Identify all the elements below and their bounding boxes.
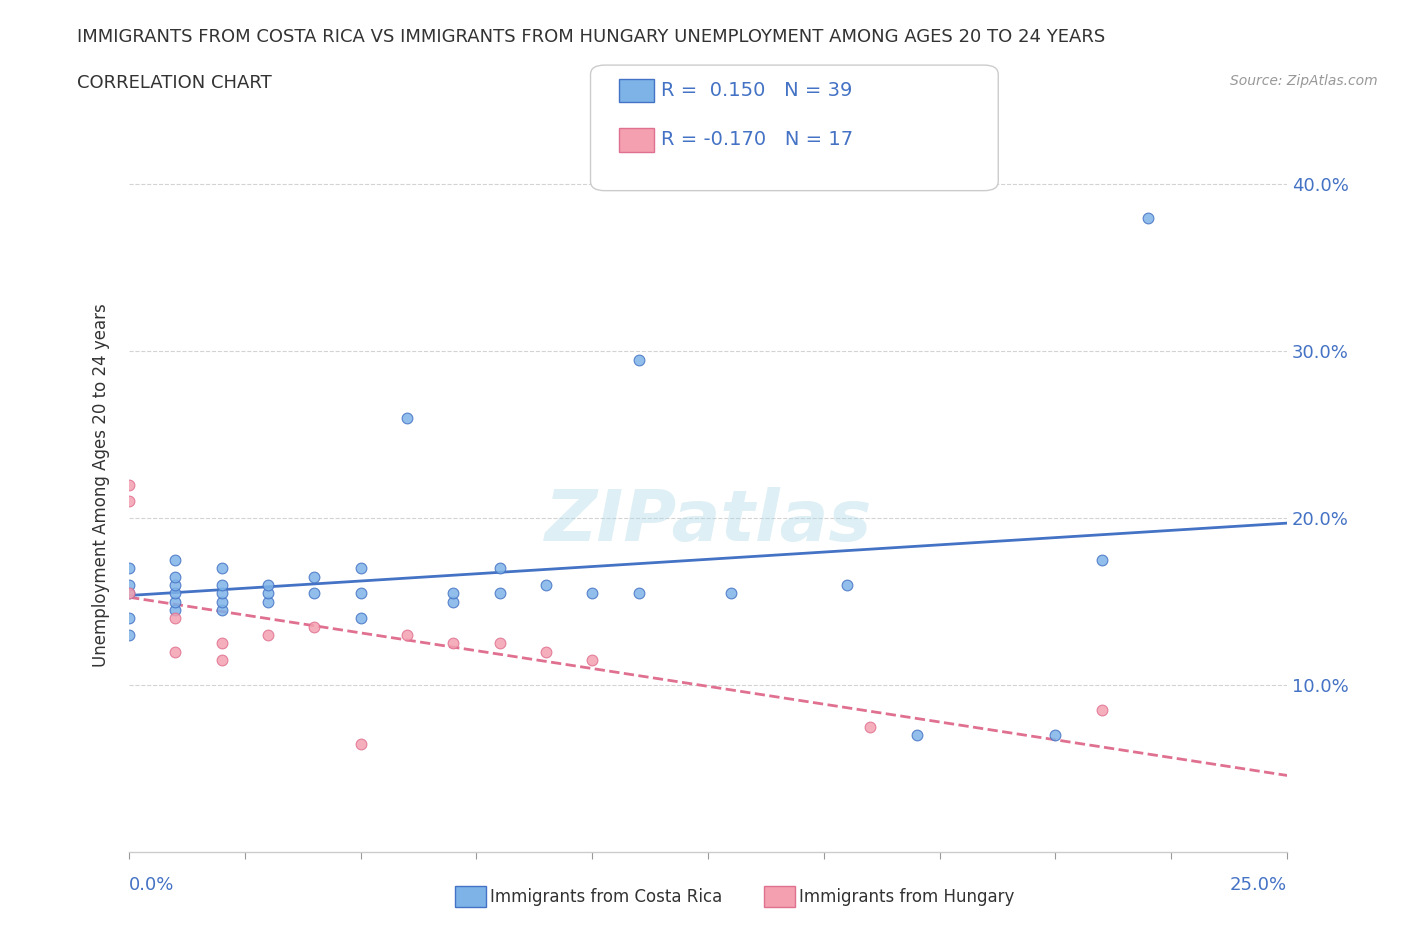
Point <box>118 628 141 643</box>
Point <box>488 586 510 601</box>
Text: Immigrants from Costa Rica: Immigrants from Costa Rica <box>491 887 723 906</box>
Point <box>165 611 187 626</box>
Point <box>118 477 141 492</box>
Point <box>165 603 187 618</box>
Point <box>211 578 233 592</box>
Point <box>859 720 882 735</box>
Point <box>350 737 373 751</box>
Point <box>257 594 280 609</box>
Point <box>627 352 650 367</box>
Point <box>350 611 373 626</box>
Text: 25.0%: 25.0% <box>1230 875 1286 894</box>
Text: CORRELATION CHART: CORRELATION CHART <box>77 74 273 92</box>
Point <box>720 586 742 601</box>
Point <box>211 603 233 618</box>
Text: IMMIGRANTS FROM COSTA RICA VS IMMIGRANTS FROM HUNGARY UNEMPLOYMENT AMONG AGES 20: IMMIGRANTS FROM COSTA RICA VS IMMIGRANTS… <box>77 28 1105 46</box>
Point <box>905 728 928 743</box>
Text: Source: ZipAtlas.com: Source: ZipAtlas.com <box>1230 74 1378 88</box>
Text: R = -0.170   N = 17: R = -0.170 N = 17 <box>661 130 853 149</box>
Point <box>257 586 280 601</box>
Point <box>165 569 187 584</box>
Point <box>211 653 233 668</box>
Point <box>118 578 141 592</box>
Point <box>165 578 187 592</box>
Point <box>488 561 510 576</box>
Point <box>1091 703 1114 718</box>
Point <box>441 636 464 651</box>
Point <box>257 578 280 592</box>
Point <box>1091 552 1114 567</box>
Point <box>1137 210 1160 225</box>
Point <box>488 636 510 651</box>
Point <box>627 586 650 601</box>
Point <box>304 569 326 584</box>
Point <box>165 644 187 659</box>
Point <box>257 628 280 643</box>
Point <box>118 586 141 601</box>
Point <box>165 552 187 567</box>
Point <box>441 586 464 601</box>
Point <box>581 653 603 668</box>
Point <box>395 410 418 425</box>
Point <box>534 644 557 659</box>
Point <box>534 578 557 592</box>
Point <box>350 586 373 601</box>
Point <box>211 586 233 601</box>
Point <box>211 636 233 651</box>
Point <box>165 594 187 609</box>
Point <box>118 494 141 509</box>
Text: R =  0.150   N = 39: R = 0.150 N = 39 <box>661 81 852 100</box>
Text: 0.0%: 0.0% <box>129 875 174 894</box>
Point <box>350 561 373 576</box>
Text: ZIPatlas: ZIPatlas <box>544 487 872 556</box>
Point <box>118 586 141 601</box>
Point <box>118 561 141 576</box>
Point <box>165 586 187 601</box>
Point <box>441 594 464 609</box>
Y-axis label: Unemployment Among Ages 20 to 24 years: Unemployment Among Ages 20 to 24 years <box>93 303 110 667</box>
Point <box>835 578 858 592</box>
Point <box>118 611 141 626</box>
Point <box>211 561 233 576</box>
Point <box>304 586 326 601</box>
Text: Immigrants from Hungary: Immigrants from Hungary <box>800 887 1015 906</box>
Point <box>581 586 603 601</box>
Point <box>211 594 233 609</box>
Point <box>304 619 326 634</box>
Point <box>395 628 418 643</box>
Point <box>1045 728 1067 743</box>
